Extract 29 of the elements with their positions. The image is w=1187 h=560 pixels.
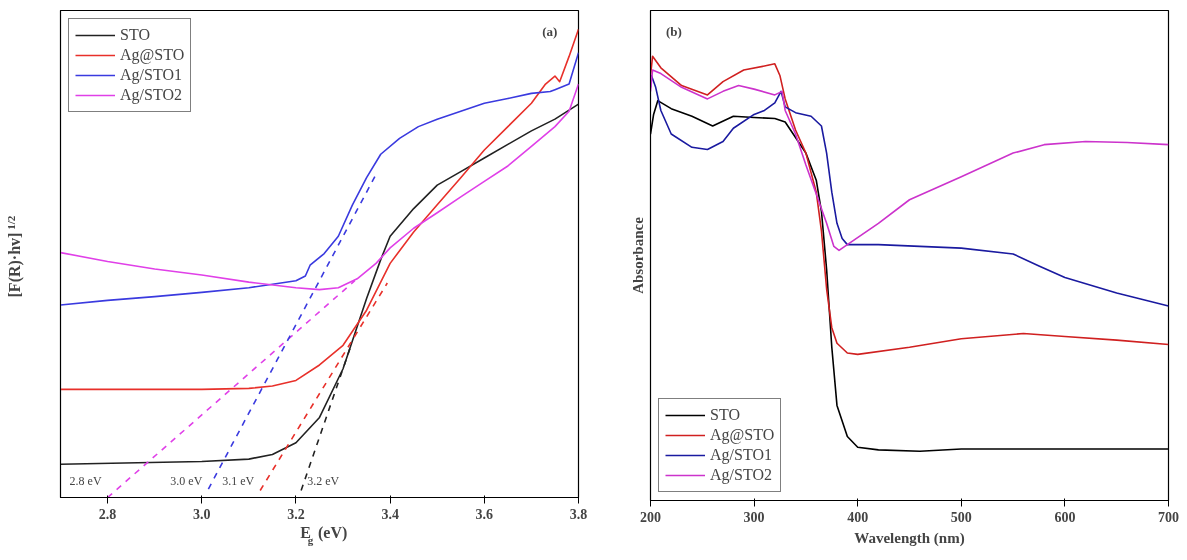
- x-tick-label: 500: [950, 509, 972, 525]
- x-tick-label: 3.8: [569, 506, 588, 522]
- legend-label: Ag/STO1: [120, 66, 182, 84]
- annotation: 3.0 eV: [170, 473, 203, 488]
- x-tick-label: 200: [640, 509, 661, 525]
- legend-label: Ag@STO: [710, 426, 775, 444]
- annotation: 2.8 eV: [69, 473, 102, 488]
- x-tick-label: 3.0: [193, 506, 211, 522]
- x-axis-title: Wavelength (nm): [854, 529, 965, 547]
- legend-label: STO: [710, 406, 740, 424]
- x-tick-label: 300: [743, 509, 765, 525]
- legend-label: STO: [120, 26, 150, 44]
- legend-label: Ag@STO: [120, 46, 185, 64]
- x-tick-label: 2.8: [98, 506, 117, 522]
- x-tick-label: 400: [847, 509, 869, 525]
- chart-title: (a): [542, 23, 558, 39]
- annotation: 3.1 eV: [222, 473, 255, 488]
- x-tick-label: 600: [1054, 509, 1076, 525]
- x-tick-label: 3.4: [381, 506, 399, 522]
- x-tick-label: 3.2: [287, 506, 305, 522]
- legend-label: Ag/STO2: [710, 466, 772, 484]
- legend-label: Ag/STO1: [710, 446, 772, 464]
- y-axis-title: Absorbance: [629, 216, 646, 294]
- chart-title: (b): [666, 23, 682, 39]
- y-axis-title: [F(R)·hv]1/2: [4, 215, 24, 298]
- annotation: 3.2 eV: [307, 473, 340, 488]
- x-tick-label: 3.6: [475, 506, 494, 522]
- x-tick-label: 700: [1158, 509, 1179, 525]
- legend-label: Ag/STO2: [120, 86, 182, 104]
